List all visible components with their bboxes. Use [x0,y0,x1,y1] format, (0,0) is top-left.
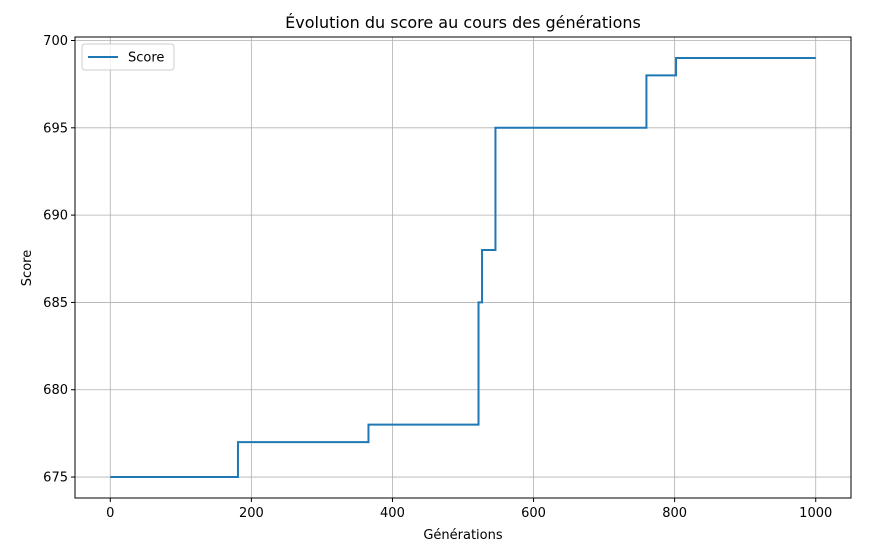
y-tick-label: 685 [43,296,68,311]
grid [75,37,851,498]
y-tick-label: 690 [43,209,68,224]
y-tick-label: 700 [43,34,68,49]
legend-label-score: Score [128,51,164,66]
plot-frame [74,36,852,499]
x-tick-label: 0 [106,506,114,521]
x-tick-label: 200 [239,506,264,521]
x-tick-label: 800 [662,506,687,521]
series-line-score [110,56,816,479]
x-tick-label: 400 [380,506,405,521]
legend: Score [81,43,175,71]
x-tick-label: 600 [521,506,546,521]
y-axis-label: Score [20,250,35,286]
y-tick-label: 675 [43,471,68,486]
y-tick-label: 680 [43,383,68,398]
y-tick-label: 695 [43,121,68,136]
series-layer [110,56,816,479]
chart-title: Évolution du score au cours des générati… [285,13,641,32]
legend-box [81,43,175,71]
x-tick-label: 1000 [799,506,832,521]
ticks: 0 200 400 600 800 1000 675 680 685 690 695 700 [43,34,832,521]
x-axis-label: Générations [423,528,503,543]
